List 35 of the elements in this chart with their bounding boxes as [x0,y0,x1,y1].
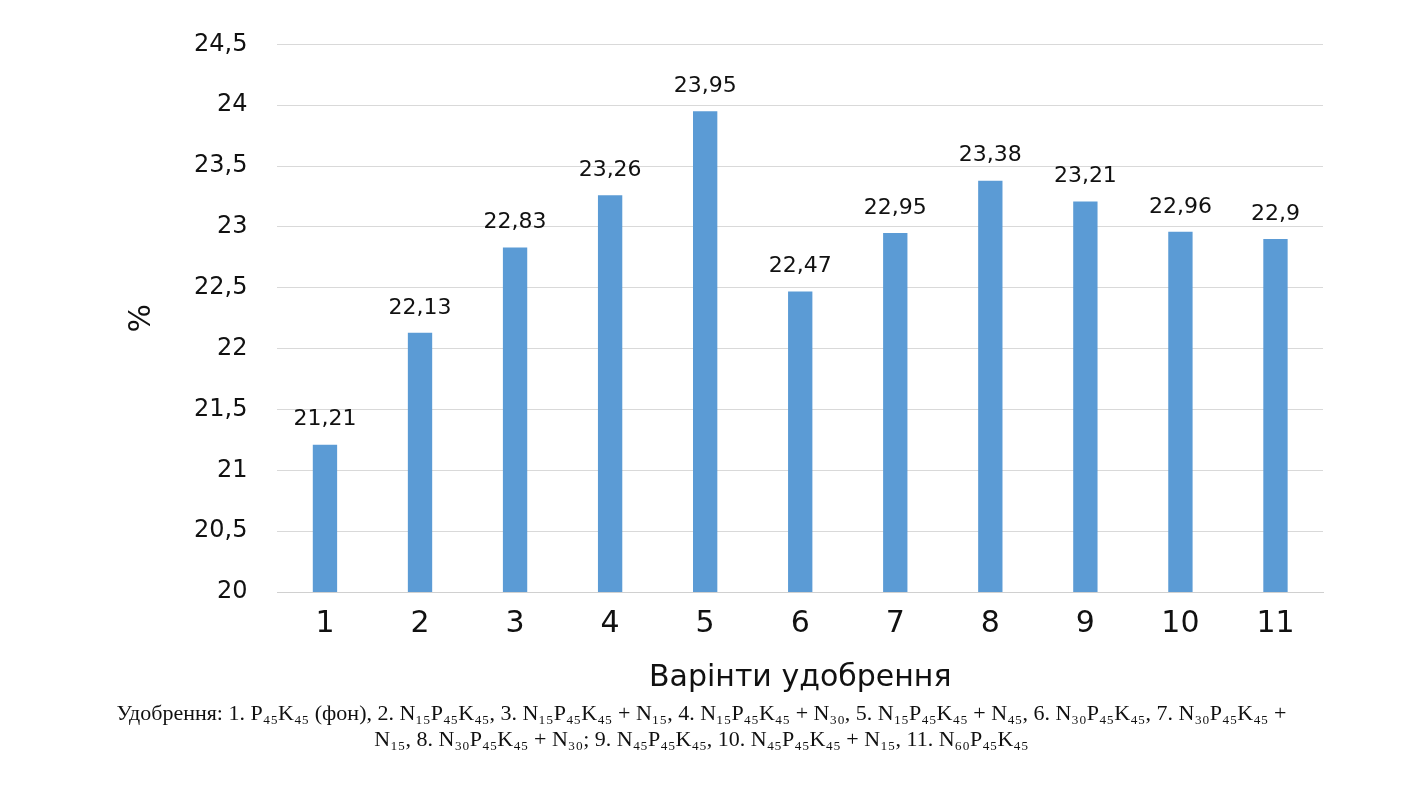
y-tick-label: 24 [216,89,248,118]
x-tick-label: 2 [410,603,430,639]
data-label: 22,13 [388,293,452,319]
x-tick-label: 7 [885,603,905,639]
data-label: 23,21 [1053,162,1117,188]
x-tick-label: 8 [980,603,1000,639]
y-tick-label: 20 [216,576,248,605]
data-label: 22,9 [1250,199,1300,225]
data-label: 22,95 [863,193,927,219]
y-tick-label: 24,5 [194,28,248,57]
x-tick-label: 4 [600,603,620,639]
y-tick-label: 22,5 [194,272,248,301]
data-label: 22,96 [1148,192,1212,218]
x-tick-label: 3 [505,603,525,639]
data-label: 23,26 [578,156,642,182]
data-label: 22,83 [483,208,547,234]
data-label: 21,21 [293,405,357,431]
data-label: 23,95 [673,72,737,98]
x-tick-label: 11 [1256,603,1295,639]
data-label: 22,47 [768,252,832,278]
x-tick-label: 6 [790,603,810,639]
x-tick-label: 9 [1075,603,1095,639]
y-tick-label: 23,5 [194,150,248,179]
y-tick-label: 21,5 [194,393,248,422]
y-tick-label: 22 [216,332,248,361]
y-tick-label: 20,5 [194,515,248,544]
x-tick-label: 1 [315,603,335,639]
x-tick-label: 5 [695,603,715,639]
text: Удобрення: 1. P₄₅K₄₅ (фон), 2. N₁₅P₄₅K₄₅, 3. N₁₅P₄₅K₄₅ + N₁₅, 4. N₁₅P₄₅K₄₅ + N₃₀, 5. N₁₅P₄₅K₄₅ + N₄₅, 6. N₃₀P₄₅K₄₅, 7. N₃₀P₄₅K₄₅ + N₁₅, 8. N₃₀P₄₅K₄₅ + N₃₀; 9. N₄₅P₄₅K₄₅, 10. N₄₅P₄₅K₄₅ + N₁₅, 11. N₆₀P₄₅K₄₅ [115,700,1288,752]
y-tick-label: 23 [216,211,248,240]
x-tick-label: 10 [1161,603,1200,639]
x-axis-title: Варінти удобрення [648,657,952,693]
y-axis-title: % [121,303,157,333]
data-label: 23,38 [958,141,1022,167]
y-tick-label: 21 [216,454,248,483]
